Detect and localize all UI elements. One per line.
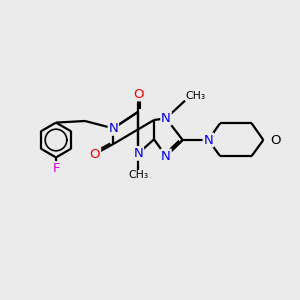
Text: N: N bbox=[203, 134, 213, 146]
Text: F: F bbox=[52, 162, 60, 175]
Text: O: O bbox=[270, 134, 280, 146]
Text: CH₃: CH₃ bbox=[185, 91, 205, 101]
Text: N: N bbox=[109, 122, 118, 135]
Text: N: N bbox=[161, 149, 171, 163]
Text: N: N bbox=[161, 112, 171, 125]
Text: O: O bbox=[90, 148, 100, 160]
Text: CH₃: CH₃ bbox=[128, 170, 148, 180]
Text: O: O bbox=[133, 88, 144, 100]
Text: N: N bbox=[134, 147, 143, 160]
